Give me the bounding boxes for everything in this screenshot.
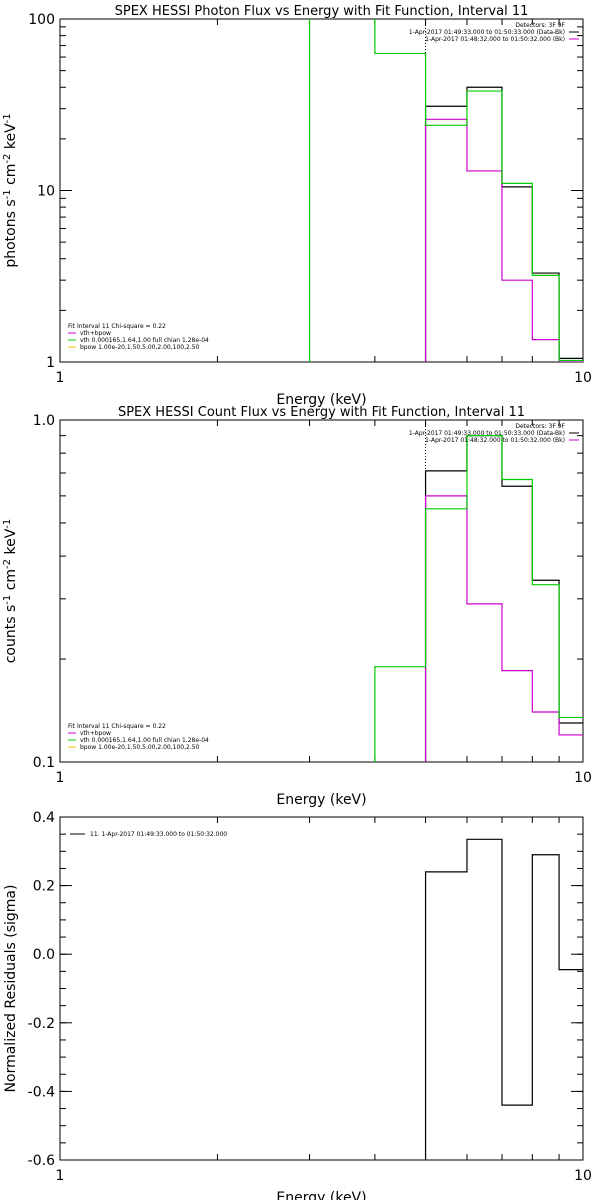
- y-axis-label: Normalized Residuals (sigma): [3, 885, 19, 1093]
- y-tick-label: 0.0: [33, 947, 55, 963]
- y-axis-label: counts s-1 cm-2 keV-1: [2, 519, 20, 664]
- series-observed-step: [424, 838, 583, 1160]
- y-label-part: photons s: [3, 199, 19, 267]
- legend-entry: Fit Interval 11 Chi-square = 0.22: [68, 323, 166, 330]
- series-total-step: [424, 495, 583, 762]
- legend-entry: vth 0.000165,1.64,1.00 full chian 1.28e-…: [80, 337, 209, 344]
- y-tick-label: 10: [37, 184, 55, 200]
- legend-entry: bpow 1.00e-20,1.50,5.00,2.00,100,2.50: [80, 744, 200, 751]
- legend-entry: vth+bpow: [80, 730, 111, 737]
- y-axis-label: photons s-1 cm-2 keV-1: [2, 113, 20, 267]
- plot-frame: [59, 18, 584, 363]
- series-vth-step: [374, 435, 583, 762]
- legend-entry: bpow 1.00e-20,1.50,5.00,2.00,100,2.50: [80, 344, 200, 351]
- chart-panel-2: 1 10 0.1 1.0 SPEX HESSI Count Flux vs Energy…: [2, 405, 592, 808]
- y-tick-label: -0.4: [28, 1084, 55, 1100]
- y-label-superscript: -1: [2, 595, 13, 605]
- chart-title: SPEX HESSI Count Flux vs Energy with Fit…: [118, 405, 525, 420]
- header-line: Detectors: 3F 9F: [515, 22, 565, 29]
- x-axis-label: Energy (keV): [276, 392, 366, 408]
- legend-entry: vth+bpow: [80, 330, 111, 337]
- header-line: 1-Apr-2017 01:49:33.000 to 01:50:33.000 …: [409, 430, 565, 437]
- x-tick-label: 10: [574, 770, 592, 786]
- y-tick-label: 1.0: [33, 413, 55, 429]
- y-tick-label: 0.1: [33, 755, 55, 771]
- y-tick-label: -0.6: [28, 1153, 55, 1169]
- header-line: 1-Apr-2017 01:49:33.000 to 01:50:33.000 …: [409, 29, 565, 36]
- x-tick-label: 10: [574, 1168, 592, 1184]
- x-tick-label: 10: [574, 370, 592, 386]
- y-label-part: Normalized Residuals (sigma): [3, 885, 19, 1093]
- x-tick-label: 1: [56, 770, 65, 786]
- y-tick-label: 100: [28, 12, 55, 28]
- chart-title: SPEX HESSI Photon Flux vs Energy with Fi…: [115, 4, 529, 19]
- y-label-part: counts s: [3, 605, 19, 664]
- header-line: Detectors: 3F 9F: [515, 423, 565, 430]
- chart-panel-1: 1 10 1 10 100 SPEX HESSI Photon Flux vs Energ…: [2, 4, 592, 408]
- plot-frame: [59, 419, 584, 763]
- x-axis-label: Energy (keV): [276, 1190, 366, 1200]
- y-tick-label: 0.2: [33, 879, 55, 895]
- header-line: 1-Apr-2017 01:48:32.000 to 01:50:32.000 …: [425, 437, 565, 444]
- chart-panel-3: 1 10 0.4 0.2 0.0 -0.2 -0.4 -0.6 Energy (keV) Norm…: [3, 810, 592, 1200]
- y-label-part: cm: [3, 569, 19, 595]
- series-vth-step: [308, 19, 583, 362]
- plot-frame: [59, 816, 584, 1161]
- data-layer: [374, 435, 583, 762]
- x-tick-label: 1: [56, 1168, 65, 1184]
- y-label-superscript: -2: [2, 154, 13, 164]
- header-line: 1-Apr-2017 01:48:32.000 to 01:50:32.000 …: [425, 36, 565, 43]
- y-tick-label: -0.2: [28, 1016, 55, 1032]
- data-layer: [424, 838, 583, 1160]
- y-label-superscript: -1: [2, 113, 13, 123]
- y-label-part: keV: [3, 123, 19, 154]
- y-label-superscript: -1: [2, 189, 13, 199]
- y-tick-label: 0.4: [33, 810, 55, 826]
- x-tick-label: 1: [56, 370, 65, 386]
- y-label-superscript: -2: [2, 559, 13, 569]
- y-tick-label: 1: [46, 355, 55, 371]
- y-label-superscript: -1: [2, 519, 13, 529]
- legend-entry: vth 0.000165,1.64,1.00 full chian 1.28e-…: [80, 737, 209, 744]
- legend-entry: Fit Interval 11 Chi-square = 0.22: [68, 723, 166, 730]
- data-layer: [308, 19, 583, 362]
- legend-entry: 11. 1-Apr-2017 01:49:33.000 to 01:50:32.…: [90, 831, 227, 838]
- y-label-part: keV: [3, 528, 19, 559]
- y-label-part: cm: [3, 164, 19, 190]
- x-axis-label: Energy (keV): [276, 792, 366, 808]
